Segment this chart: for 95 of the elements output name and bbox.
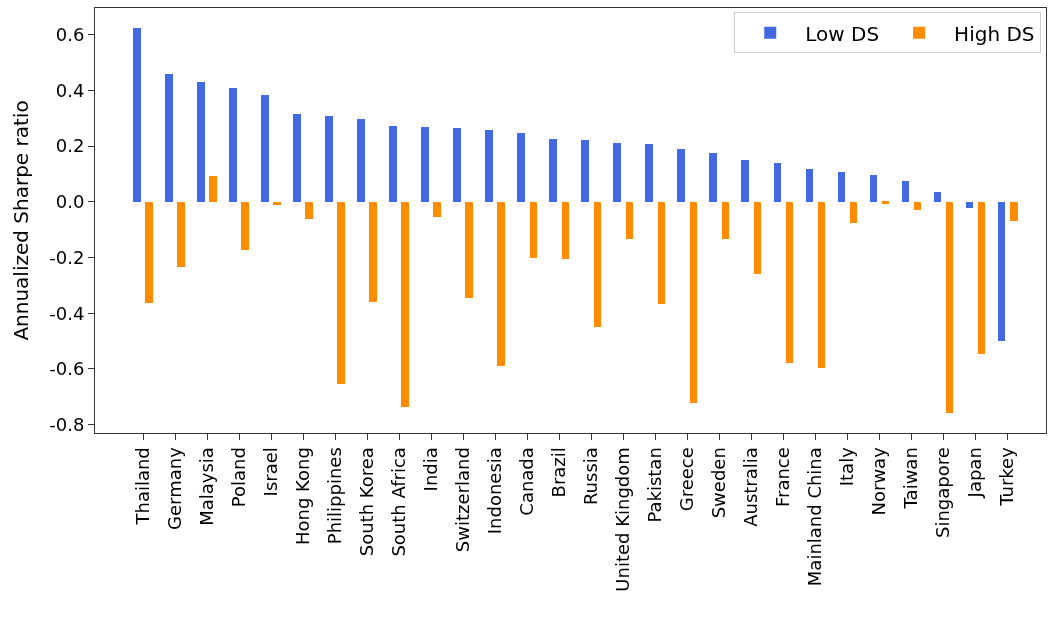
bar [145, 202, 153, 303]
bar [818, 202, 825, 368]
x-tick-label: Brazil [548, 447, 570, 498]
y-tick-label: 0.6 [55, 24, 85, 46]
bar [197, 82, 205, 202]
bar [774, 163, 781, 202]
bar [806, 169, 813, 202]
bar [786, 202, 793, 363]
x-tick-label: Japan [964, 447, 986, 499]
bar [305, 202, 313, 219]
x-tick-label: Poland [227, 447, 249, 508]
x-tick-label: Pakistan [644, 447, 666, 523]
x-tick-label: India [420, 447, 442, 492]
bar [421, 127, 429, 202]
x-tick-label: Italy [836, 446, 858, 487]
bar [594, 202, 601, 327]
bar [177, 202, 185, 267]
bar [273, 202, 281, 205]
bar [850, 202, 857, 223]
x-tick-label: Norway [868, 446, 890, 516]
x-tick-label: Greece [676, 447, 698, 512]
x-tick-label: Sweden [708, 447, 730, 519]
x-tick-label: Taiwan [900, 447, 922, 510]
bar [677, 149, 685, 202]
bar [549, 139, 557, 202]
bar [209, 176, 217, 202]
x-tick-label: France [772, 447, 794, 508]
y-tick-label: -0.4 [49, 302, 85, 324]
bar [658, 202, 665, 304]
bar [497, 202, 505, 366]
bar [1010, 202, 1018, 221]
bar [978, 202, 985, 354]
bar [934, 192, 941, 202]
bar [581, 140, 589, 202]
x-tick-label: Switzerland [452, 447, 474, 553]
bar [401, 202, 409, 407]
bar [241, 202, 249, 250]
x-tick-label: Canada [516, 447, 538, 516]
x-tick-label: Malaysia [195, 447, 217, 526]
bar [613, 143, 621, 202]
bar [517, 133, 525, 202]
bar [966, 202, 973, 208]
bar [433, 202, 441, 217]
legend-label: Low DS [805, 21, 880, 46]
bar [709, 153, 717, 202]
bar [389, 126, 397, 202]
bar [838, 172, 845, 202]
bar [882, 201, 889, 204]
x-tick-label: South Korea [356, 447, 378, 557]
bar [946, 202, 953, 413]
x-tick-label: Singapore [932, 447, 954, 539]
x-tick-label: Russia [580, 447, 602, 506]
bar [754, 202, 761, 274]
bar [645, 144, 653, 202]
x-tick-label: United Kingdom [612, 447, 634, 592]
x-tick-label: Germany [163, 446, 185, 530]
x-tick-label: Indonesia [484, 447, 506, 535]
x-tick-label: Turkey [996, 446, 1018, 507]
bar [485, 130, 493, 202]
bar [293, 114, 301, 202]
y-tick-label: 0.4 [55, 79, 85, 101]
y-tick-label: 0.2 [55, 135, 85, 157]
bar [133, 28, 141, 202]
x-tick-label: Thailand [131, 447, 153, 526]
bar [453, 128, 461, 202]
bar [465, 202, 473, 298]
bar [369, 202, 377, 302]
bar [914, 202, 921, 210]
bar [690, 202, 697, 403]
x-tick-label: South Africa [388, 447, 410, 557]
bar [870, 175, 877, 202]
bar [626, 202, 633, 239]
x-tick-label: Philippines [324, 447, 345, 545]
bar [722, 202, 729, 239]
bar [741, 160, 749, 202]
y-tick-label: -0.2 [49, 246, 85, 268]
y-tick-label: 0.0 [55, 191, 85, 213]
y-tick-label: -0.6 [49, 358, 85, 380]
x-tick-label: Israel [259, 447, 281, 497]
x-tick-label: Mainland China [804, 447, 826, 587]
bar [337, 202, 345, 384]
bar [998, 202, 1005, 341]
bar [261, 95, 269, 202]
bar [902, 181, 909, 202]
y-axis-title: Annualized Sharpe ratio [8, 100, 33, 341]
bar [530, 202, 537, 258]
bar [357, 119, 365, 202]
x-tick-label: Hong Kong [291, 447, 313, 546]
bar [562, 202, 569, 259]
y-tick-label: -0.8 [49, 413, 85, 435]
bar [229, 88, 237, 202]
bar [165, 74, 173, 202]
legend-label: High DS [954, 21, 1035, 46]
x-tick-label: Australia [740, 447, 762, 527]
bar [325, 116, 333, 202]
